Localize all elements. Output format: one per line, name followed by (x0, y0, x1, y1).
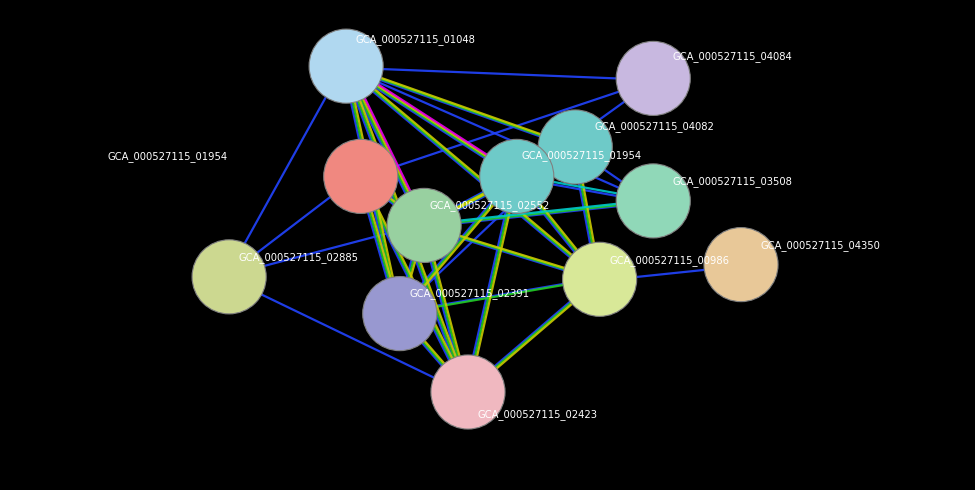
Ellipse shape (616, 41, 690, 116)
Ellipse shape (704, 227, 778, 302)
Text: GCA_000527115_02423: GCA_000527115_02423 (478, 409, 598, 419)
Text: GCA_000527115_02885: GCA_000527115_02885 (239, 252, 359, 263)
Text: GCA_000527115_04350: GCA_000527115_04350 (760, 241, 880, 251)
Text: GCA_000527115_01954: GCA_000527115_01954 (107, 151, 227, 162)
Text: GCA_000527115_04084: GCA_000527115_04084 (673, 51, 793, 62)
Ellipse shape (538, 110, 612, 184)
Ellipse shape (480, 139, 554, 214)
Ellipse shape (431, 355, 505, 429)
Ellipse shape (192, 240, 266, 314)
Ellipse shape (309, 29, 383, 103)
Ellipse shape (387, 188, 461, 263)
Ellipse shape (563, 242, 637, 317)
Text: GCA_000527115_02391: GCA_000527115_02391 (410, 289, 529, 299)
Ellipse shape (363, 276, 437, 351)
Text: GCA_000527115_04082: GCA_000527115_04082 (595, 121, 715, 132)
Text: GCA_000527115_02552: GCA_000527115_02552 (429, 200, 549, 211)
Text: GCA_000527115_00986: GCA_000527115_00986 (609, 255, 729, 266)
Text: GCA_000527115_01048: GCA_000527115_01048 (356, 34, 476, 45)
Ellipse shape (616, 164, 690, 238)
Text: GCA_000527115_03508: GCA_000527115_03508 (673, 176, 793, 187)
Ellipse shape (324, 139, 398, 214)
Text: GCA_000527115_01954: GCA_000527115_01954 (522, 150, 642, 161)
